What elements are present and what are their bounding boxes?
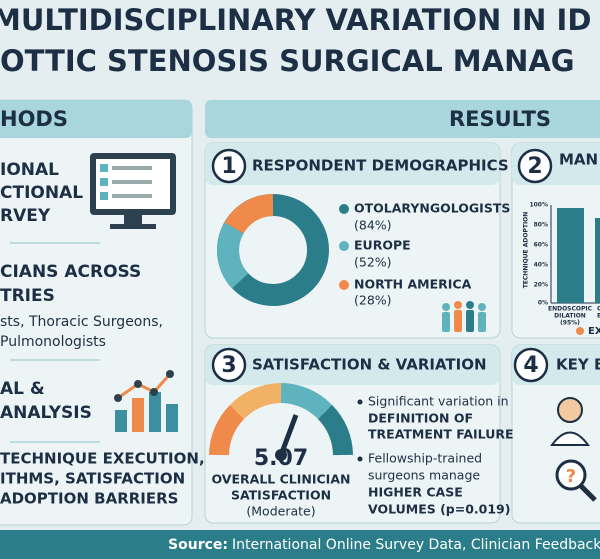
panel-3-head: [205, 345, 500, 385]
number-badge: [513, 347, 549, 383]
people-icon: [442, 301, 486, 332]
analysis-icon: [114, 370, 178, 432]
method-detail: TECHNIQUE EXECUTION,: [0, 450, 205, 468]
legend-label: EUROPE: [354, 238, 411, 253]
method-text: TRIES: [0, 286, 55, 306]
footer-band: [0, 530, 600, 559]
methods-header: [0, 100, 192, 138]
legend-pct: (28%): [354, 293, 392, 308]
bullet-text: Significant variation in: [368, 394, 509, 409]
method-text: CIANS ACROSS: [0, 262, 141, 282]
bar-label: DILATION: [554, 313, 586, 320]
legend-dot: [339, 280, 349, 290]
results-header: [205, 100, 600, 138]
method-detail: Pulmonologists: [0, 334, 106, 350]
legend-label: NORTH AMERICA: [354, 277, 472, 292]
bar-label: E: [597, 313, 600, 320]
bar: [557, 208, 584, 303]
tick-label: 40%: [534, 262, 548, 269]
score: 5.07: [254, 446, 308, 471]
tick-label: 0%: [538, 300, 548, 307]
method-text: AL &: [0, 379, 45, 399]
method-text: CTIONAL: [0, 183, 83, 203]
panel-title: MAN: [559, 151, 598, 169]
doctor-icon: [550, 397, 590, 446]
footer-label: Source:: [168, 537, 228, 553]
gauge: [209, 383, 353, 461]
bullet-text: VOLUMES (p=0.019): [368, 502, 510, 517]
tick-label: 100%: [529, 202, 548, 209]
bullet-text: Fellowship-trained: [368, 451, 482, 466]
legend-pct: (84%): [354, 218, 392, 233]
section-heading: RESULTS: [449, 107, 551, 131]
section-heading: HODS: [0, 107, 68, 131]
legend-pct: (52%): [354, 255, 392, 270]
axis-title: TECHNIQUE ADOPTION: [523, 212, 530, 289]
title: MULTIDISCIPLINARY VARIATION IN ID: [0, 3, 591, 37]
score-label: OVERALL CLINICIAN: [212, 472, 351, 487]
panel-number: 2: [527, 154, 542, 179]
legend-dot: [339, 204, 349, 214]
panel-number: 4: [523, 353, 538, 378]
score-label: SATISFACTION: [231, 488, 331, 503]
panel-title: SATISFACTION & VARIATION: [252, 356, 487, 374]
legend-label: EX: [588, 326, 600, 337]
method-text: ANALYSIS: [0, 403, 92, 423]
computer-icon: [90, 153, 176, 229]
title: OTTIC STENOSIS SURGICAL MANAG: [0, 44, 575, 78]
bar: [595, 218, 600, 303]
number-badge: [211, 347, 247, 383]
number-badge: [211, 148, 247, 184]
bullet: [357, 456, 363, 462]
method-detail: sts, Thoracic Surgeons,: [0, 314, 163, 330]
method-text: IONAL: [0, 160, 59, 180]
bar-label: (95%): [560, 320, 580, 327]
bullet-text: surgeons manage: [368, 468, 480, 483]
method-detail: ITHMS, SATISFACTION: [0, 470, 185, 488]
bullet-text: HIGHER CASE: [368, 485, 463, 500]
bar-label: ENDOSCOPIC: [548, 306, 593, 313]
panel-1-head: [205, 143, 500, 185]
panel-number: 3: [221, 353, 236, 378]
tick-label: 60%: [534, 242, 548, 249]
panel-title: KEY B: [556, 356, 600, 374]
panel-title: RESPONDENT DEMOGRAPHICS: [252, 157, 509, 175]
number-badge: [517, 148, 553, 184]
legend-dot: [339, 241, 349, 251]
bullet-text: DEFINITION OF: [368, 411, 473, 426]
footer-text: International Online Survey Data, Clinic…: [232, 537, 600, 553]
tick-label: 80%: [534, 222, 548, 229]
legend-dot: [576, 327, 584, 335]
legend-label: OTOLARYNGOLOGISTS: [354, 201, 510, 216]
bar-label: O: [597, 306, 600, 313]
bullet-text: TREATMENT FAILURE: [368, 427, 514, 442]
method-detail: ADOPTION BARRIERS: [0, 490, 178, 508]
svg-text:?: ?: [566, 466, 576, 487]
donut: [217, 194, 329, 306]
bullet: [357, 399, 363, 405]
search-icon: ?: [555, 459, 597, 502]
method-text: RVEY: [0, 206, 51, 226]
tick-label: 20%: [534, 282, 548, 289]
panel-number: 1: [221, 154, 236, 179]
score-label: (Moderate): [246, 504, 315, 519]
